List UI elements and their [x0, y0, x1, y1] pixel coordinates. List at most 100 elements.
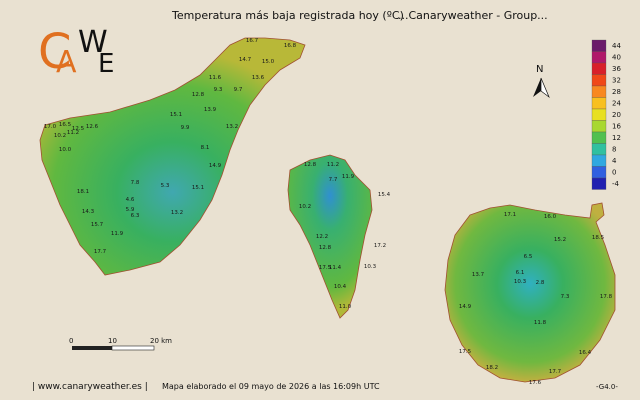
- group: ...Canaryweather - Group...: [398, 9, 548, 22]
- legend-label: 40: [612, 54, 621, 62]
- compass-arrow: [533, 78, 541, 97]
- station-value: 14.3: [82, 209, 95, 215]
- station-value: 18.1: [77, 189, 89, 195]
- legend-label: 28: [612, 88, 621, 96]
- station-value: 16.5: [59, 122, 72, 128]
- station-value: 12.2: [316, 234, 328, 240]
- station-value: 17.1: [504, 212, 516, 218]
- station-value: 9.7: [234, 87, 243, 93]
- legend-swatch: [591, 177, 607, 190]
- legend-swatch: [591, 39, 607, 52]
- logo-letter: W: [78, 25, 108, 60]
- station-value: 14.7: [239, 57, 252, 63]
- legend-label: 4: [612, 157, 617, 165]
- station-value: 17.6: [529, 380, 542, 386]
- station-value: 11.2: [67, 130, 79, 136]
- footer-date: Mapa elaborado el 09 mayo de 2026 a las …: [162, 382, 380, 391]
- station-value: 14.9: [459, 304, 472, 310]
- station-value: 5.9: [126, 207, 135, 213]
- station-value: 11.2: [327, 162, 339, 168]
- station-value: 12.8: [192, 92, 205, 98]
- station-value: 13.2: [171, 210, 183, 216]
- station-value: 7.7: [329, 177, 338, 183]
- station-value: 4.6: [126, 197, 135, 203]
- station-value: 15.4: [378, 192, 391, 198]
- station-value: 17.0: [44, 124, 57, 130]
- legend-label: 0: [612, 169, 616, 177]
- station-value: 17.7: [94, 249, 107, 255]
- station-value: 8.1: [201, 145, 210, 151]
- station-value: 9.3: [214, 87, 223, 93]
- legend-swatch: [591, 62, 607, 75]
- station-value: 11.9: [111, 231, 124, 237]
- legend-swatch: [591, 166, 607, 179]
- station-value: 13.7: [472, 272, 485, 278]
- title: Temperatura más baja registrada hoy (ºC): [171, 9, 404, 22]
- station-value: 11.6: [209, 75, 222, 81]
- station-value: 17.2: [374, 243, 386, 249]
- legend-swatch: [591, 97, 607, 110]
- station-value: 15.0: [262, 59, 275, 65]
- compass-arrow: [540, 77, 550, 99]
- legend-label: 8: [612, 146, 616, 154]
- scale-bar: [111, 345, 155, 351]
- station-value: 15.2: [554, 237, 566, 243]
- legend-swatch: [591, 74, 607, 87]
- station-value: 11.0: [339, 304, 352, 310]
- legend-swatch: [591, 120, 607, 133]
- station-value: 13.6: [252, 75, 265, 81]
- station-value: 11.4: [329, 265, 342, 271]
- station-value: 13.9: [204, 107, 217, 113]
- legend-swatch: [591, 108, 607, 121]
- station-value: 14.9: [209, 163, 222, 169]
- logo-letter: E: [98, 49, 114, 79]
- station-value: 16.4: [579, 350, 592, 356]
- legend-label: 20: [612, 111, 621, 119]
- scale-bar: [72, 346, 112, 350]
- station-value: 12.6: [86, 124, 99, 130]
- legend-label: 36: [612, 65, 621, 73]
- station-value: 12.8: [319, 245, 332, 251]
- station-value: 10.2: [299, 204, 311, 210]
- station-value: 16.8: [284, 43, 297, 49]
- station-value: 7.8: [131, 180, 140, 186]
- compass-label: N: [536, 64, 543, 75]
- scale-label: 0: [69, 337, 73, 345]
- legend-swatch: [591, 85, 607, 98]
- legend-swatch: [591, 154, 607, 167]
- legend-label: 44: [612, 42, 621, 50]
- station-value: 6.3: [131, 213, 140, 219]
- footer-version: -G4.0-: [596, 383, 618, 391]
- station-value: 18.2: [486, 365, 498, 371]
- station-value: 10.0: [59, 147, 72, 153]
- station-value: 10.3: [364, 264, 377, 270]
- legend-swatch: [591, 51, 607, 64]
- station-value: 12.5: [72, 126, 85, 132]
- station-value: 16.0: [544, 214, 557, 220]
- legend-swatch: [591, 131, 607, 144]
- scale-label: 20 km: [150, 337, 172, 345]
- legend-label: 12: [612, 134, 621, 142]
- station-value: 6.5: [524, 254, 533, 260]
- station-value: 18.5: [592, 235, 605, 241]
- legend-label: 16: [612, 123, 621, 131]
- station-value: 11.8: [534, 320, 547, 326]
- station-value: 12.8: [304, 162, 317, 168]
- gran-canaria: [444, 202, 616, 383]
- station-value: 17.5: [319, 265, 332, 271]
- station-value: 11.9: [342, 174, 355, 180]
- logo-letter: A: [56, 45, 77, 80]
- station-value: 17.8: [600, 294, 613, 300]
- legend-swatch: [591, 143, 607, 156]
- station-value: 17.5: [459, 349, 472, 355]
- station-value: 2.8: [536, 280, 545, 286]
- logo: C A W E: [38, 24, 114, 80]
- legend-label: 24: [612, 100, 621, 108]
- la-palma: [287, 154, 373, 319]
- station-value: 17.7: [549, 369, 562, 375]
- station-value: 15.1: [170, 112, 182, 118]
- footer-site: | www.canaryweather.es |: [32, 382, 148, 392]
- tenerife: [39, 37, 306, 276]
- station-value: 10.3: [514, 279, 527, 285]
